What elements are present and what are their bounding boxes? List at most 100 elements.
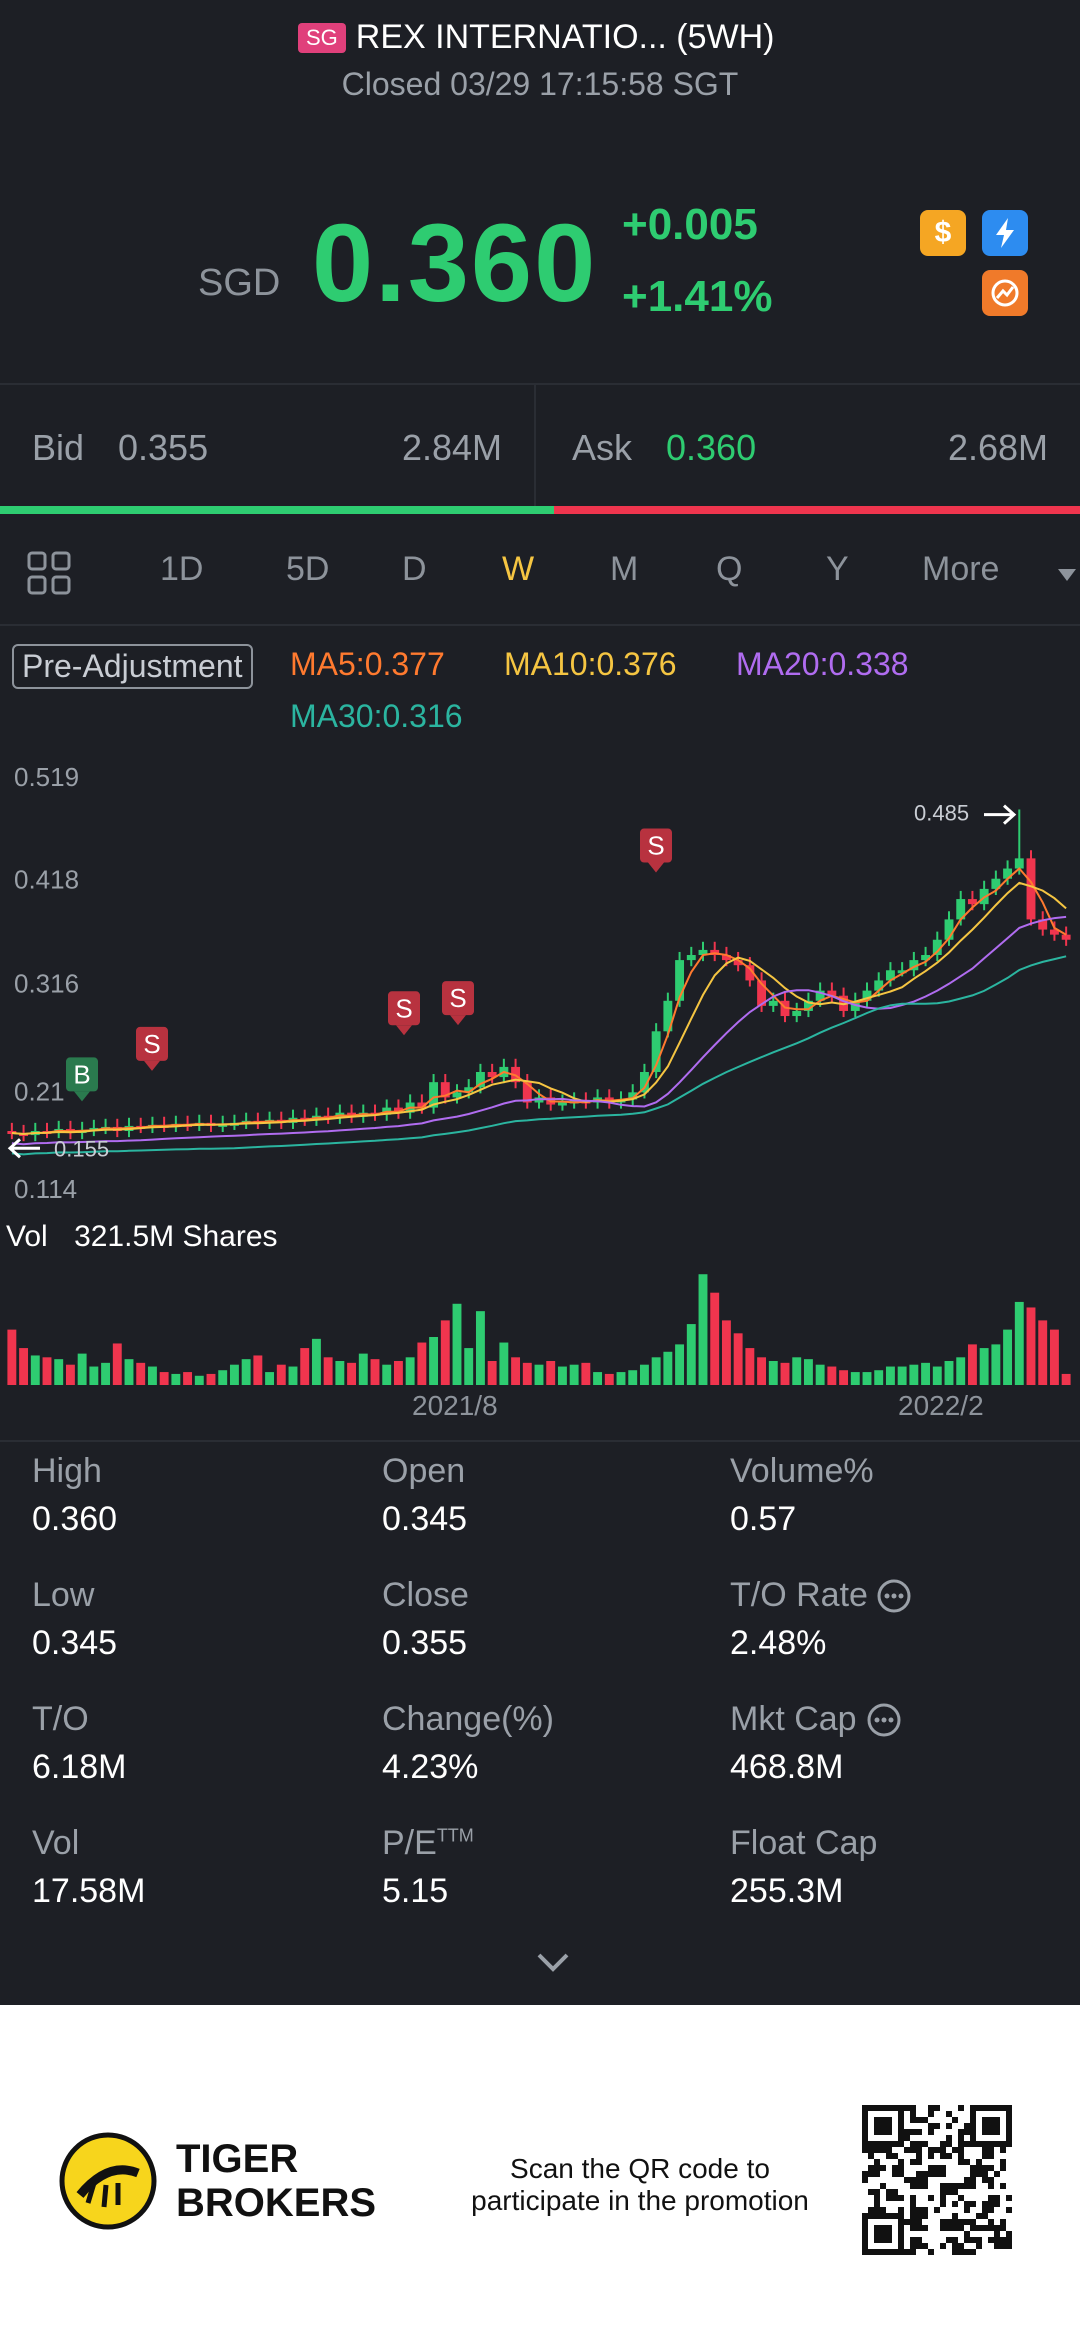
volume-bar (944, 1361, 954, 1385)
candle (874, 980, 884, 991)
chevron-down-icon[interactable] (1058, 568, 1076, 586)
volume-bar (112, 1343, 122, 1385)
candle (815, 990, 825, 1001)
volume-bar (30, 1355, 40, 1385)
volume-bar (124, 1359, 134, 1385)
candle (721, 955, 731, 961)
trade-marker-tip (396, 1025, 412, 1036)
volume-pct-label: Volume% (730, 1452, 874, 1490)
candle (651, 1031, 661, 1072)
volume-bar (1049, 1329, 1059, 1385)
dollar-icon[interactable]: $ (920, 210, 966, 256)
divider (534, 385, 536, 508)
volume-bar (147, 1366, 157, 1385)
candle (663, 1000, 673, 1032)
vol-label: Vol (32, 1824, 80, 1862)
candle (768, 1000, 778, 1006)
x-tick-2: 2022/2 (898, 1390, 984, 1421)
trade-marker (640, 828, 672, 863)
expand-chevron-icon[interactable] (536, 1952, 570, 1979)
ma20-line (11, 915, 1067, 1146)
volume-bar (780, 1362, 790, 1385)
trade-marker (388, 991, 420, 1026)
y-tick: 0.316 (14, 969, 79, 999)
volume-bar (253, 1355, 263, 1385)
candle (932, 939, 942, 956)
candle (1061, 934, 1071, 940)
volume-bar (1061, 1373, 1071, 1385)
brand-name: TIGER BROKERS (176, 2137, 376, 2225)
volume-bar (639, 1364, 649, 1385)
tab-d[interactable]: D (402, 550, 427, 588)
candle (475, 1071, 485, 1088)
candle (698, 949, 708, 956)
trade-marker-tip (450, 1015, 466, 1026)
candle (733, 960, 743, 966)
ask-size: 2.68M (947, 427, 1048, 468)
tab-more[interactable]: More (922, 550, 1000, 588)
volume-bar (136, 1362, 146, 1385)
ma10-line (11, 881, 1067, 1136)
float-cap-label: Float Cap (730, 1824, 878, 1862)
volume-bar (827, 1366, 837, 1385)
last-price: 0.360 (312, 202, 598, 325)
trade-marker-label: S (143, 1029, 160, 1059)
lightning-icon[interactable] (982, 210, 1028, 256)
tab-m[interactable]: M (610, 550, 639, 588)
volume-bar (663, 1351, 673, 1385)
volume-bar (569, 1364, 579, 1385)
candle (628, 1092, 638, 1100)
tab-y[interactable]: Y (826, 550, 849, 588)
more-info-icon[interactable] (876, 1578, 912, 1619)
change-pct-value: 4.23% (382, 1748, 479, 1786)
trade-marker-tip (648, 862, 664, 873)
volume-bar (593, 1372, 603, 1385)
price-chart[interactable]: 0.519 0.418 0.316 0.21 0.114 B S S S S 0.485 0.155 (0, 750, 1080, 1250)
volume-bar (300, 1348, 310, 1385)
volume-bar (604, 1373, 614, 1385)
volume-bar (171, 1373, 181, 1385)
price-change-pct: +1.41% (622, 272, 773, 321)
tab-w[interactable]: W (502, 550, 535, 588)
candle (956, 899, 966, 920)
volume-bar (721, 1320, 731, 1385)
volume-bar (874, 1370, 884, 1385)
pe-label: P/ETTM (382, 1824, 474, 1863)
candle (909, 960, 919, 971)
volume-bar (311, 1338, 321, 1385)
mkt-cap-label: Mkt Cap (730, 1700, 857, 1738)
y-tick: 0.519 (14, 762, 79, 792)
option-icon[interactable] (982, 270, 1028, 316)
ma10-label: MA10:0.376 (504, 646, 677, 682)
volume-bar (967, 1344, 977, 1385)
market-status: Closed 03/29 17:15:58 SGT (341, 66, 739, 102)
volume-bar (616, 1372, 626, 1385)
volume-bar (393, 1361, 403, 1385)
candle (7, 1130, 17, 1134)
volume-row: Vol 321.5M Shares (6, 1220, 278, 1254)
to-rate-label: T/O Rate (730, 1576, 868, 1614)
pre-adjustment-button[interactable]: Pre-Adjustment (12, 644, 253, 689)
volume-bar (909, 1364, 919, 1385)
candle (639, 1071, 649, 1093)
volume-chart[interactable] (0, 1255, 1080, 1385)
volume-value: 321.5M Shares (74, 1220, 278, 1253)
stock-title[interactable]: REX INTERNATIO... (5WH) (355, 18, 775, 56)
tab-5d[interactable]: 5D (286, 550, 330, 588)
candle (675, 960, 685, 1001)
tab-1d[interactable]: 1D (160, 550, 204, 588)
tab-q[interactable]: Q (716, 550, 743, 588)
volume-bar (921, 1362, 931, 1385)
volume-bar (628, 1370, 638, 1385)
qr-code[interactable] (862, 2105, 1012, 2255)
more-info-icon[interactable] (866, 1702, 902, 1743)
volume-bar (218, 1370, 228, 1385)
volume-bar (464, 1348, 474, 1385)
volume-bar (194, 1375, 204, 1385)
y-tick: 0.418 (14, 865, 79, 895)
trade-marker-label: S (395, 993, 412, 1023)
volume-bar (710, 1292, 720, 1385)
bid-label: Bid (32, 427, 85, 468)
high-label: High (32, 1452, 102, 1490)
grid-icon[interactable] (26, 550, 72, 601)
